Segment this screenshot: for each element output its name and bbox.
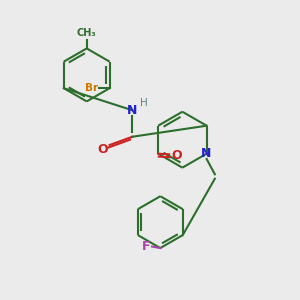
Text: O: O [171, 149, 182, 162]
Text: H: H [140, 98, 147, 108]
Text: N: N [201, 147, 211, 160]
Text: O: O [98, 143, 108, 156]
Text: F: F [142, 240, 150, 253]
Text: CH₃: CH₃ [77, 28, 97, 38]
Text: Br: Br [85, 83, 98, 93]
Text: N: N [127, 104, 137, 117]
